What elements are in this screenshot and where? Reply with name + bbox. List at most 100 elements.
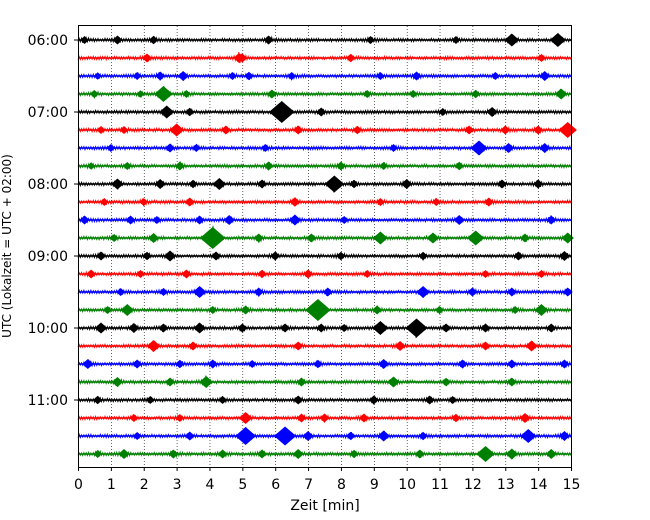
- x-tick-label: 1: [107, 477, 116, 493]
- y-tick-label: 09:00: [28, 249, 68, 265]
- trace-event: [486, 107, 498, 117]
- trace-event: [500, 125, 511, 135]
- trace-event: [207, 359, 218, 369]
- trace-event: [175, 359, 185, 369]
- trace-event: [142, 251, 152, 261]
- trace-event: [414, 449, 425, 459]
- trace-event: [293, 341, 304, 351]
- trace-event: [296, 377, 307, 387]
- trace-event: [561, 232, 574, 244]
- trace-event: [181, 269, 192, 279]
- trace-event: [165, 143, 176, 153]
- trace-waveform: [77, 251, 572, 261]
- trace-0930: [77, 286, 573, 298]
- trace-0900: [77, 250, 572, 262]
- trace-event: [322, 287, 333, 297]
- trace-0745: [77, 161, 572, 171]
- trace-event: [244, 71, 254, 81]
- trace-event: [457, 359, 468, 369]
- trace-event: [177, 71, 189, 81]
- trace-event: [188, 179, 198, 189]
- trace-1130: [77, 426, 572, 446]
- trace-event: [93, 395, 103, 405]
- x-tick-label: 11: [431, 477, 449, 493]
- trace-event: [129, 414, 139, 422]
- trace-event: [169, 123, 184, 137]
- trace-event: [237, 323, 248, 333]
- trace-0715: [77, 122, 577, 138]
- trace-event: [125, 215, 136, 225]
- trace-event: [539, 143, 551, 153]
- y-tick-label: 10:00: [28, 321, 68, 337]
- trace-event: [303, 269, 314, 279]
- trace-waveform: [77, 161, 572, 171]
- trace-event: [431, 198, 441, 206]
- trace-event: [79, 215, 90, 225]
- x-tick-label: 8: [337, 477, 346, 493]
- x-tick-label: 0: [74, 477, 83, 493]
- trace-event: [506, 377, 517, 387]
- trace-event: [349, 449, 359, 459]
- trace-0615: [77, 52, 572, 64]
- trace-event: [116, 288, 126, 296]
- x-tick-label: 15: [563, 477, 581, 493]
- trace-event: [96, 126, 106, 134]
- trace-event: [111, 377, 124, 387]
- trace-event: [335, 161, 346, 171]
- trace-event: [502, 143, 515, 153]
- trace-event: [441, 323, 452, 333]
- trace-event: [240, 305, 251, 315]
- trace-event: [142, 53, 153, 63]
- trace-waveform: [77, 413, 572, 423]
- trace-1100: [77, 395, 572, 405]
- trace-event: [120, 304, 135, 316]
- trace-event: [220, 125, 231, 135]
- trace-event: [154, 86, 173, 102]
- trace-event: [296, 413, 307, 423]
- trace-event: [147, 233, 160, 243]
- trace-event: [87, 162, 96, 170]
- trace-waveform: [77, 33, 572, 46]
- trace-event: [368, 395, 379, 405]
- trace-event: [372, 321, 389, 335]
- trace-event: [211, 251, 222, 261]
- trace-event: [562, 287, 573, 297]
- trace-0630: [77, 71, 572, 81]
- y-tick-label: 11:00: [28, 393, 68, 409]
- trace-waveform: [77, 427, 572, 443]
- trace-event: [191, 144, 201, 152]
- trace-event: [358, 413, 369, 423]
- trace-event: [537, 270, 546, 278]
- trace-event: [496, 179, 507, 189]
- trace-0800: [77, 175, 572, 193]
- trace-event: [293, 125, 304, 135]
- trace-event: [257, 269, 267, 279]
- trace-event: [109, 234, 119, 242]
- trace-event: [389, 144, 398, 152]
- trace-event: [119, 126, 129, 134]
- trace-event: [158, 323, 169, 333]
- trace-event: [306, 233, 317, 243]
- trace-event: [378, 359, 390, 369]
- y-axis-label: UTC (Lokalzeit = UTC + 02:00): [0, 154, 14, 338]
- trace-event: [289, 197, 301, 207]
- trace-event: [313, 359, 323, 369]
- x-tick-label: 6: [271, 477, 280, 493]
- trace-1015: [77, 340, 572, 352]
- trace-event: [218, 396, 228, 404]
- trace-event: [559, 359, 570, 369]
- trace-event: [288, 214, 302, 226]
- trace-event: [235, 427, 257, 445]
- trace-event: [476, 446, 495, 462]
- x-tick-label: 4: [206, 477, 215, 493]
- x-tick-label: 2: [140, 477, 149, 493]
- trace-event: [268, 101, 295, 123]
- trace-event: [99, 198, 109, 206]
- x-tick-label: 5: [238, 477, 247, 493]
- trace-event: [451, 36, 461, 44]
- trace-event: [274, 426, 297, 446]
- trace-1115: [77, 412, 572, 424]
- trace-event: [136, 270, 145, 278]
- trace-event: [454, 161, 464, 171]
